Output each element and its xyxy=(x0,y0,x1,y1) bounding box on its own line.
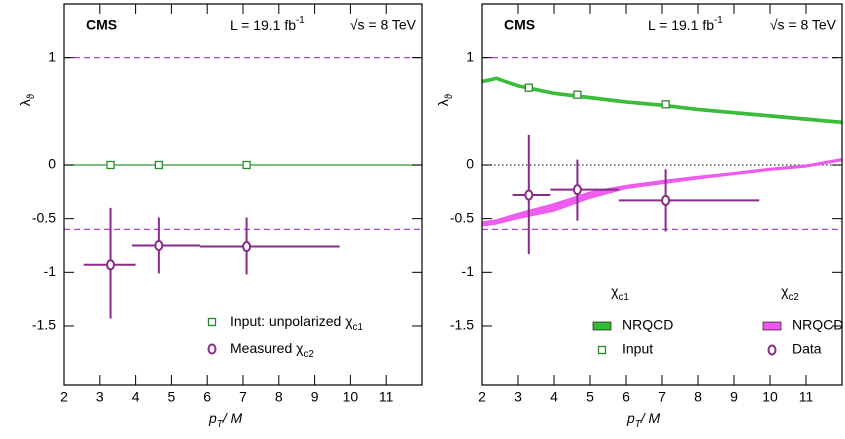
luminosity-part: L = 19.1 fb xyxy=(648,17,714,33)
x-tick-label: 7 xyxy=(658,389,666,405)
legend-swatch xyxy=(762,321,782,331)
y-axis-label: λϑ xyxy=(17,93,37,106)
x-tick-label: 11 xyxy=(379,389,394,405)
marker xyxy=(154,160,164,170)
x-axis-label-part: / M xyxy=(640,410,661,426)
y-axis-label: λϑ xyxy=(435,93,455,106)
x-axis-label-part: / M xyxy=(222,410,243,426)
y-axis-label-part: λ xyxy=(435,99,451,106)
x-tick-label: 10 xyxy=(762,389,778,405)
x-tick-label: 8 xyxy=(275,389,283,405)
x-tick-label: 7 xyxy=(239,389,247,405)
marker xyxy=(661,194,671,206)
legend-label-part: Input: unpolarized χ xyxy=(230,313,353,329)
y-tick-label: -0.5 xyxy=(450,209,474,225)
legend-header-part: χ xyxy=(611,283,619,299)
x-axis-label: pT/ M xyxy=(626,410,661,430)
luminosity: L = 19.1 fb-1 xyxy=(230,15,305,33)
x-axis-label-part: p xyxy=(626,410,635,426)
marker xyxy=(154,239,164,251)
x-tick-label: 4 xyxy=(132,389,140,405)
marker xyxy=(242,160,251,170)
legend-marker xyxy=(207,317,217,327)
legend-header-part: c2 xyxy=(789,292,799,303)
marker xyxy=(524,83,533,92)
luminosity-part: -1 xyxy=(296,15,305,26)
x-tick-label: 6 xyxy=(203,389,211,405)
legend-marker xyxy=(597,345,607,355)
x-tick-label: 10 xyxy=(343,389,359,405)
legend-label-part: Measured χ xyxy=(230,340,304,356)
x-tick-label: 9 xyxy=(730,389,738,405)
y-axis-label-part: ϑ xyxy=(26,93,37,99)
energy: √s = 8 TeV xyxy=(350,17,417,33)
x-axis-label-part: T xyxy=(635,419,642,430)
x-axis-label: pT/ M xyxy=(208,410,243,430)
y-axis-label-part: λ xyxy=(17,99,33,106)
x-axis-label-part: p xyxy=(208,410,217,426)
y-tick-label: 1 xyxy=(466,48,474,64)
x-tick-label: 6 xyxy=(622,389,630,405)
x-tick-label: 5 xyxy=(586,389,594,405)
x-axis-label-part: T xyxy=(217,419,224,430)
legend-label: Measured χc2 xyxy=(230,340,314,360)
legend-label: NRQCD xyxy=(792,317,843,333)
luminosity: L = 19.1 fb-1 xyxy=(648,15,723,33)
x-tick-label: 11 xyxy=(799,389,814,405)
marker xyxy=(524,189,534,201)
marker xyxy=(661,100,670,109)
legend-label-part: c1 xyxy=(353,322,363,333)
band xyxy=(482,158,842,227)
energy: √s = 8 TeV xyxy=(770,17,837,33)
y-tick-label: 1 xyxy=(48,48,56,64)
luminosity-part: -1 xyxy=(714,15,723,26)
plot-area xyxy=(64,57,422,319)
x-tick-label: 2 xyxy=(478,389,486,405)
plot-area xyxy=(482,57,842,255)
marker xyxy=(106,259,116,271)
experiment-label: CMS xyxy=(86,17,117,33)
legend-swatch xyxy=(592,321,612,331)
legend-label: Input xyxy=(622,341,653,357)
x-tick-label: 9 xyxy=(311,389,319,405)
experiment-label: CMS xyxy=(504,17,535,33)
y-tick-label: -1 xyxy=(44,263,57,279)
y-axis-label-part: ϑ xyxy=(444,93,455,99)
legend-marker xyxy=(207,343,217,355)
legend-label-part: c2 xyxy=(304,349,314,360)
band xyxy=(482,76,842,125)
marker xyxy=(573,90,582,99)
y-tick-label: -1.5 xyxy=(450,317,474,333)
x-tick-label: 4 xyxy=(550,389,558,405)
y-tick-label: -0.5 xyxy=(32,209,56,225)
legend-label: Input: unpolarized χc1 xyxy=(230,313,363,333)
y-tick-label: 0 xyxy=(48,156,56,172)
x-tick-label: 5 xyxy=(168,389,176,405)
x-tick-label: 8 xyxy=(694,389,702,405)
legend-header-part: c1 xyxy=(619,292,629,303)
legend-header: χc2 xyxy=(781,283,799,303)
legend-label: NRQCD xyxy=(622,317,673,333)
legend-header: χc1 xyxy=(611,283,629,303)
marker xyxy=(242,241,252,253)
legend-header-part: χ xyxy=(781,283,789,299)
x-tick-label: 3 xyxy=(514,389,522,405)
legend-label: Data xyxy=(792,341,822,357)
luminosity-part: L = 19.1 fb xyxy=(230,17,296,33)
y-tick-label: -1.5 xyxy=(32,317,56,333)
marker xyxy=(572,184,582,196)
y-tick-label: -1 xyxy=(462,263,475,279)
y-tick-label: 0 xyxy=(466,156,474,172)
marker xyxy=(106,160,115,170)
legend-marker xyxy=(767,344,777,356)
x-tick-label: 2 xyxy=(60,389,68,405)
x-tick-label: 3 xyxy=(96,389,104,405)
